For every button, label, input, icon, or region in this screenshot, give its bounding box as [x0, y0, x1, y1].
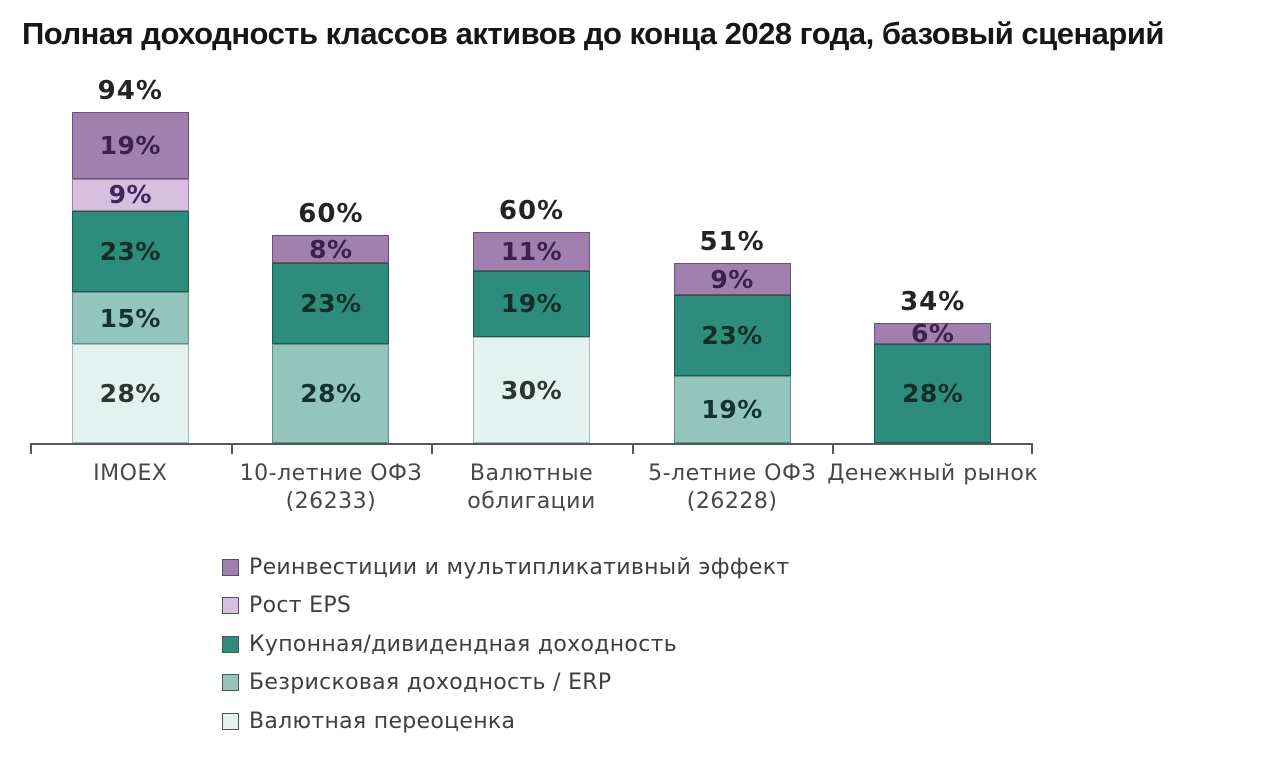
- legend-swatch: [222, 635, 239, 653]
- bar-total-label: 34%: [900, 287, 966, 318]
- category-label: 5-летние ОФЗ (26228): [648, 461, 817, 514]
- bar-segment: 19%: [673, 376, 791, 443]
- bar-segment: 15%: [71, 291, 189, 345]
- bar-total-label: 51%: [699, 227, 765, 258]
- axis-tick: [230, 443, 233, 454]
- bar-segment: 23%: [71, 210, 189, 292]
- legend-swatch: [222, 674, 239, 692]
- axis-tick: [30, 443, 32, 454]
- segment-value-label: 6%: [910, 319, 955, 349]
- segment-value-label: 19%: [99, 131, 161, 161]
- segment-value-label: 23%: [300, 289, 362, 319]
- bar-segment: 28%: [874, 344, 992, 443]
- stacked-bar: 9% 23% 19%: [673, 263, 791, 443]
- legend-item: Реинвестиции и мультипликативный эффект: [222, 548, 789, 587]
- bar-segment: 30%: [473, 337, 590, 443]
- bar-segment: 9%: [673, 263, 791, 296]
- segment-value-label: 28%: [99, 379, 161, 409]
- legend-label: Реинвестиции и мультипликативный эффект: [249, 554, 790, 580]
- category-label: Денежный рынок: [827, 461, 1039, 486]
- legend-item: Рост EPS: [222, 587, 789, 626]
- legend-label: Рост EPS: [249, 593, 352, 619]
- bar-segment: 9%: [71, 178, 189, 211]
- stacked-bar: 19% 9% 23% 15% 28%: [71, 112, 189, 443]
- segment-value-label: 23%: [701, 321, 763, 351]
- bar-total-label: 94%: [97, 76, 163, 107]
- category-label: 10-летние ОФЗ (26233): [239, 461, 423, 514]
- legend-swatch: [222, 597, 239, 615]
- axis-tick: [832, 443, 835, 454]
- bar-segment: 19%: [71, 112, 189, 179]
- segment-value-label: 28%: [902, 379, 964, 409]
- category-label: Валютные облигации: [467, 461, 596, 514]
- legend-label: Купонная/дивидендная доходность: [249, 631, 677, 657]
- legend-item: Безрисковая доходность / ERP: [222, 664, 789, 703]
- segment-value-label: 19%: [500, 289, 563, 319]
- stacked-bar: 8% 23% 28%: [272, 234, 390, 443]
- segment-value-label: 30%: [500, 375, 563, 405]
- legend-swatch: [222, 712, 239, 730]
- axis-tick: [1031, 443, 1033, 454]
- segment-value-label: 9%: [710, 264, 754, 294]
- legend-item: Валютная переоценка: [222, 702, 789, 741]
- legend-item: Купонная/дивидендная доходность: [222, 625, 789, 664]
- bar-segment: 19%: [473, 270, 590, 338]
- bar-segment: 11%: [473, 231, 590, 271]
- segment-value-label: 23%: [99, 236, 161, 266]
- legend: Реинвестиции и мультипликативный эффект Р…: [222, 548, 789, 741]
- stacked-bar: 6% 28%: [874, 319, 992, 443]
- legend-label: Валютная переоценка: [249, 708, 516, 734]
- legend-label: Безрисковая доходность / ERP: [249, 670, 612, 696]
- category-label: IMOEX: [93, 461, 168, 486]
- segment-value-label: 8%: [309, 234, 353, 264]
- bar-total-label: 60%: [498, 195, 565, 226]
- segment-value-label: 9%: [108, 180, 153, 210]
- x-axis-line: [30, 443, 1033, 445]
- axis-tick: [631, 443, 634, 454]
- bar-segment: 6%: [874, 319, 992, 349]
- stacked-bar: 11% 19% 30%: [473, 231, 590, 443]
- bar-segment: 23%: [673, 295, 791, 377]
- segment-value-label: 28%: [300, 379, 362, 409]
- chart-title: Полная доходность классов активов до кон…: [22, 16, 1164, 51]
- bar-total-label: 60%: [298, 199, 364, 230]
- legend-swatch: [222, 558, 239, 576]
- bar-segment: 23%: [272, 263, 390, 345]
- bar-segment: 8%: [272, 234, 390, 264]
- segment-value-label: 15%: [99, 303, 161, 333]
- axis-tick: [431, 443, 434, 454]
- segment-value-label: 11%: [500, 236, 563, 266]
- bar-segment: 28%: [272, 344, 390, 443]
- bar-segment: 28%: [71, 344, 189, 443]
- segment-value-label: 19%: [701, 395, 763, 425]
